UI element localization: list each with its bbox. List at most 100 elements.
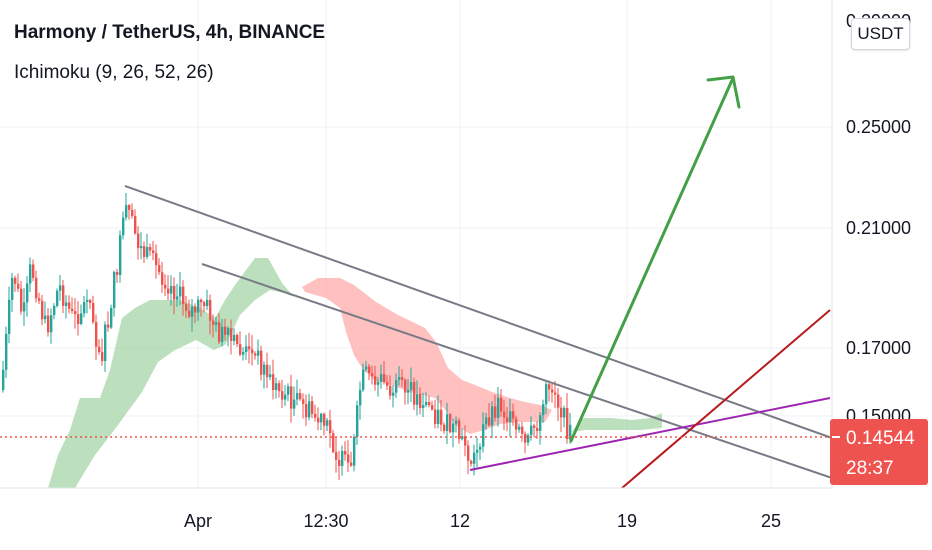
candle-down xyxy=(218,322,221,342)
candle-down xyxy=(500,397,503,412)
candle-up xyxy=(53,305,56,316)
candle-up xyxy=(341,450,344,467)
candle-up xyxy=(476,449,479,453)
candle-down xyxy=(317,417,320,423)
candle-up xyxy=(377,381,380,385)
candle-down xyxy=(506,417,509,422)
candle-down xyxy=(152,250,155,254)
candle-down xyxy=(383,374,386,383)
candle-up xyxy=(221,326,224,342)
candle-down xyxy=(98,346,101,353)
candle-down xyxy=(470,460,473,464)
candle-up xyxy=(446,414,449,431)
candle-down xyxy=(134,216,137,234)
candle-down xyxy=(533,425,536,428)
candle-down xyxy=(143,246,146,257)
candle-up xyxy=(197,299,200,313)
candle-down xyxy=(464,436,467,446)
candle-up xyxy=(191,306,194,317)
candle-down xyxy=(524,433,527,443)
price-tag: 0.14544 28:37 xyxy=(830,419,928,485)
candle-down xyxy=(185,304,188,311)
candle-down xyxy=(413,382,416,405)
candle-up xyxy=(113,271,116,308)
candle-down xyxy=(536,427,539,431)
candle-up xyxy=(509,411,512,422)
candle-down xyxy=(521,426,524,434)
candle-up xyxy=(293,399,296,409)
candle-down xyxy=(248,346,251,350)
candle-down xyxy=(314,413,317,418)
candlestick-series xyxy=(2,193,572,480)
candle-down xyxy=(428,402,431,406)
time-axis[interactable]: Apr 12:30 12 19 25 xyxy=(0,487,932,550)
candle-up xyxy=(395,380,398,393)
candle-down xyxy=(260,350,263,375)
candle-down xyxy=(374,376,377,385)
candle-down xyxy=(401,377,404,380)
candle-up xyxy=(530,425,533,436)
candle-down xyxy=(404,379,407,393)
candle-down xyxy=(149,247,152,251)
price-tag-bg xyxy=(830,419,928,485)
price-tag-value: 0.14544 xyxy=(846,428,915,449)
candle-up xyxy=(569,424,572,440)
candle-down xyxy=(566,407,569,440)
candle-up xyxy=(206,299,209,307)
x-tick-label: 19 xyxy=(617,511,637,531)
candle-up xyxy=(179,286,182,297)
candle-down xyxy=(32,264,35,278)
candle-down xyxy=(155,253,158,266)
candle-down xyxy=(560,407,563,418)
candle-up xyxy=(215,322,218,325)
candle-down xyxy=(224,326,227,335)
candle-down xyxy=(554,392,557,395)
candle-down xyxy=(281,391,284,400)
support-line xyxy=(469,397,831,471)
candle-down xyxy=(557,394,560,408)
candle-down xyxy=(128,205,131,210)
candle-up xyxy=(437,409,440,425)
cloud-bearish xyxy=(302,278,552,434)
candle-up xyxy=(287,386,290,395)
candle-up xyxy=(122,217,125,236)
candle-down xyxy=(101,352,104,362)
candle-down xyxy=(251,349,254,354)
candle-up xyxy=(227,328,230,335)
candle-down xyxy=(68,302,71,309)
candle-down xyxy=(161,272,164,285)
candle-up xyxy=(257,350,260,356)
candle-down xyxy=(389,385,392,396)
candle-down xyxy=(449,414,452,433)
candle-up xyxy=(284,394,287,400)
candle-up xyxy=(485,417,488,425)
candle-down xyxy=(338,459,341,467)
candle-up xyxy=(398,377,401,381)
candle-down xyxy=(488,417,491,426)
channel-line xyxy=(621,309,831,489)
candle-down xyxy=(548,384,551,390)
candle-down xyxy=(368,366,371,374)
candle-up xyxy=(392,392,395,396)
candle-down xyxy=(344,450,347,455)
candle-down xyxy=(95,322,98,347)
candle-down xyxy=(209,299,212,321)
candle-down xyxy=(188,310,191,317)
candle-up xyxy=(104,324,107,362)
candle-up xyxy=(416,394,419,405)
ichimoku-cloud xyxy=(48,258,662,488)
downtrend-line-upper xyxy=(124,185,833,439)
candle-up xyxy=(11,277,14,300)
currency-button[interactable]: USDT xyxy=(851,18,910,50)
indicator-legend[interactable]: Ichimoku (9, 26, 52, 26) xyxy=(14,62,214,83)
candle-down xyxy=(200,299,203,303)
cloud-bullish-left xyxy=(48,258,294,488)
candle-down xyxy=(116,271,119,275)
candle-up xyxy=(8,299,11,334)
candle-down xyxy=(194,306,197,313)
price-tag-countdown: 28:37 xyxy=(846,458,894,479)
candle-down xyxy=(107,324,110,328)
candle-down xyxy=(41,300,44,320)
